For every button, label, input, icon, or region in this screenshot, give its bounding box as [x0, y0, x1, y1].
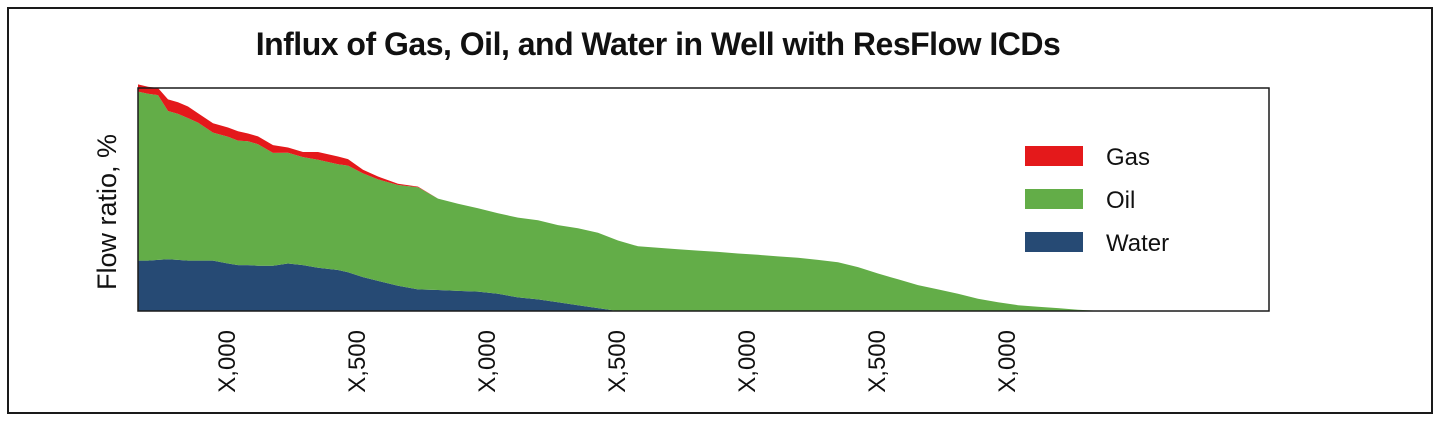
legend-label-oil: Oil [1106, 187, 1135, 214]
x-tick-label: X,000 [474, 330, 501, 393]
y-axis-label: Flow ratio, % [92, 134, 122, 290]
plot-area [137, 87, 1270, 312]
x-tick-label: X,000 [994, 330, 1021, 393]
stacked-areas [138, 84, 1104, 312]
x-tick-label: X,500 [864, 330, 891, 393]
x-tick-label: X,000 [214, 330, 241, 393]
area-oil [138, 91, 1104, 311]
x-tick-label: X,500 [344, 330, 371, 393]
legend-swatch-oil [1025, 189, 1083, 209]
legend-label-gas: Gas [1106, 144, 1150, 171]
legend-swatch-gas [1025, 146, 1083, 166]
x-tick-label: X,500 [604, 330, 631, 393]
x-tick-labels: X,000 X,500 X,000 X,500 X,000 X,500 X,000 [214, 330, 1021, 393]
legend-swatch-water [1025, 232, 1083, 252]
area-water [138, 259, 1104, 311]
legend-label-water: Water [1106, 230, 1169, 257]
chart-title: Influx of Gas, Oil, and Water in Well wi… [255, 26, 1061, 62]
x-tick-label: X,000 [734, 330, 761, 393]
legend: Gas Oil Water [1025, 144, 1169, 257]
